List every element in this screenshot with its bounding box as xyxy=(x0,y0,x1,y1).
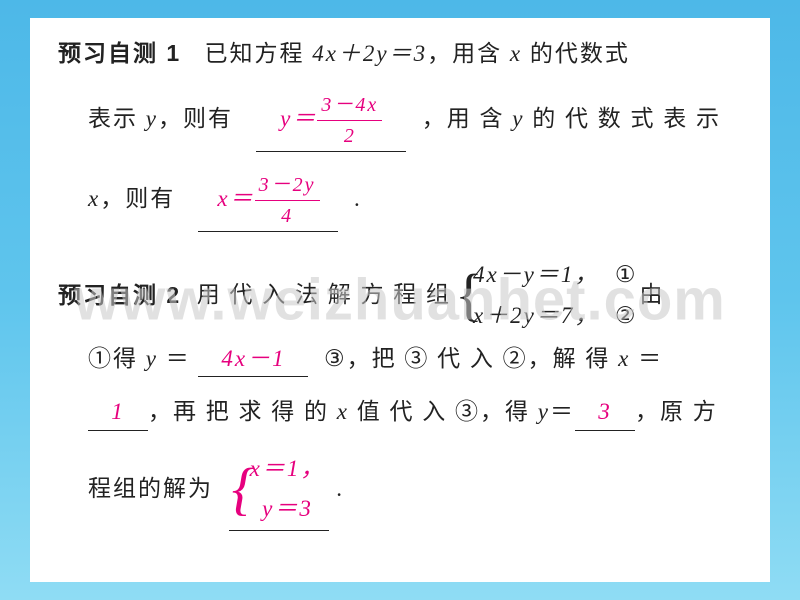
q1-ans1-lhs: y＝ xyxy=(280,105,317,130)
q1-blank1: y＝3－4x2 xyxy=(256,90,406,152)
content-box: 预习自测 1 已知方程 4x＋2y＝3，用含 x 的代数式 表示 y，则有 y＝… xyxy=(30,18,770,582)
q1-text-f: ，用 含 xyxy=(422,105,505,130)
q2-text-f: 值 代 入 ③，得 xyxy=(357,399,530,424)
q1-line2: 表示 y，则有 y＝3－4x2 ，用 含 y 的 代 数 式 表 示 xyxy=(58,90,742,152)
q2-text-c: ①得 xyxy=(88,346,138,371)
q2-blank3: 3 xyxy=(575,395,635,431)
q1-ans2-frac: 3－2y4 xyxy=(255,170,320,231)
q2-blank1: 4x－1 xyxy=(198,342,308,378)
q1-vary2: y xyxy=(512,105,524,130)
q2-text-e: ，再 把 求 得 的 xyxy=(148,399,329,424)
brace-left-1: { xyxy=(455,254,473,337)
q2-blank2: 1 xyxy=(88,395,148,431)
q2-line1: 预习自测 2 用 代 入 法 解 方 程 组 { 4x－y＝1， ① x＋2y＝… xyxy=(58,254,742,337)
q1-line3: x，则有 x＝3－2y4 . xyxy=(58,170,742,232)
q2-text-b: 由 xyxy=(639,278,664,313)
q1-text-h: ，则有 xyxy=(100,185,175,210)
q1-text-g: 的 代 数 式 表 示 xyxy=(532,105,721,130)
q1-text-c: 的代数式 xyxy=(530,41,630,66)
q1-ans1-frac: 3－4x2 xyxy=(317,90,382,151)
q2-circ3: ③ xyxy=(324,341,347,376)
q2-text-g: ，原 方 xyxy=(635,399,718,424)
q2-period: . xyxy=(336,472,344,507)
q1-vary: y xyxy=(146,105,158,130)
q2-varx: x xyxy=(618,346,630,371)
q1-period: . xyxy=(354,185,362,210)
q1-varx: x xyxy=(510,41,522,66)
q2-vary: y xyxy=(146,346,158,371)
q2-solution: { x＝1， y＝3 xyxy=(232,449,326,530)
q2-system: { 4x－y＝1， ① x＋2y＝7， ② xyxy=(455,254,638,337)
q1-ans2-lhs: x＝ xyxy=(217,185,254,210)
q2-line2: ①得 y ＝ 4x－1 ③，把 ③ 代 入 ②，解 得 x ＝ xyxy=(58,341,742,378)
q1-text-d: 表示 xyxy=(88,105,138,130)
q2-line4: 程组的解为 { x＝1， y＝3 . xyxy=(58,449,742,531)
q1-line1: 预习自测 1 已知方程 4x＋2y＝3，用含 x 的代数式 xyxy=(58,36,742,72)
q1-text-b: ，用含 xyxy=(427,41,502,66)
q1-text-a: 已知方程 xyxy=(204,41,304,66)
q2-text-a: 用 代 入 法 解 方 程 组 xyxy=(197,278,451,313)
q2-text-h: 程组的解为 xyxy=(88,472,213,507)
brace-left-2: { xyxy=(232,449,250,530)
q2-eqsign: ＝ xyxy=(166,346,191,371)
q2-label: 预习自测 2 xyxy=(58,278,181,313)
q1-eq: 4x＋2y＝3 xyxy=(312,41,427,66)
q2-blank4: { x＝1， y＝3 xyxy=(229,449,329,531)
q1-blank2: x＝3－2y4 xyxy=(198,170,338,232)
q2-text-d: ，把 ③ 代 入 ②，解 得 xyxy=(347,346,611,371)
q2-line3: 1，再 把 求 得 的 x 值 代 入 ③，得 y＝3，原 方 xyxy=(58,395,742,431)
q1-varx2: x xyxy=(88,185,100,210)
q1-label: 预习自测 1 xyxy=(58,40,181,66)
q1-text-e: ，则有 xyxy=(158,105,233,130)
